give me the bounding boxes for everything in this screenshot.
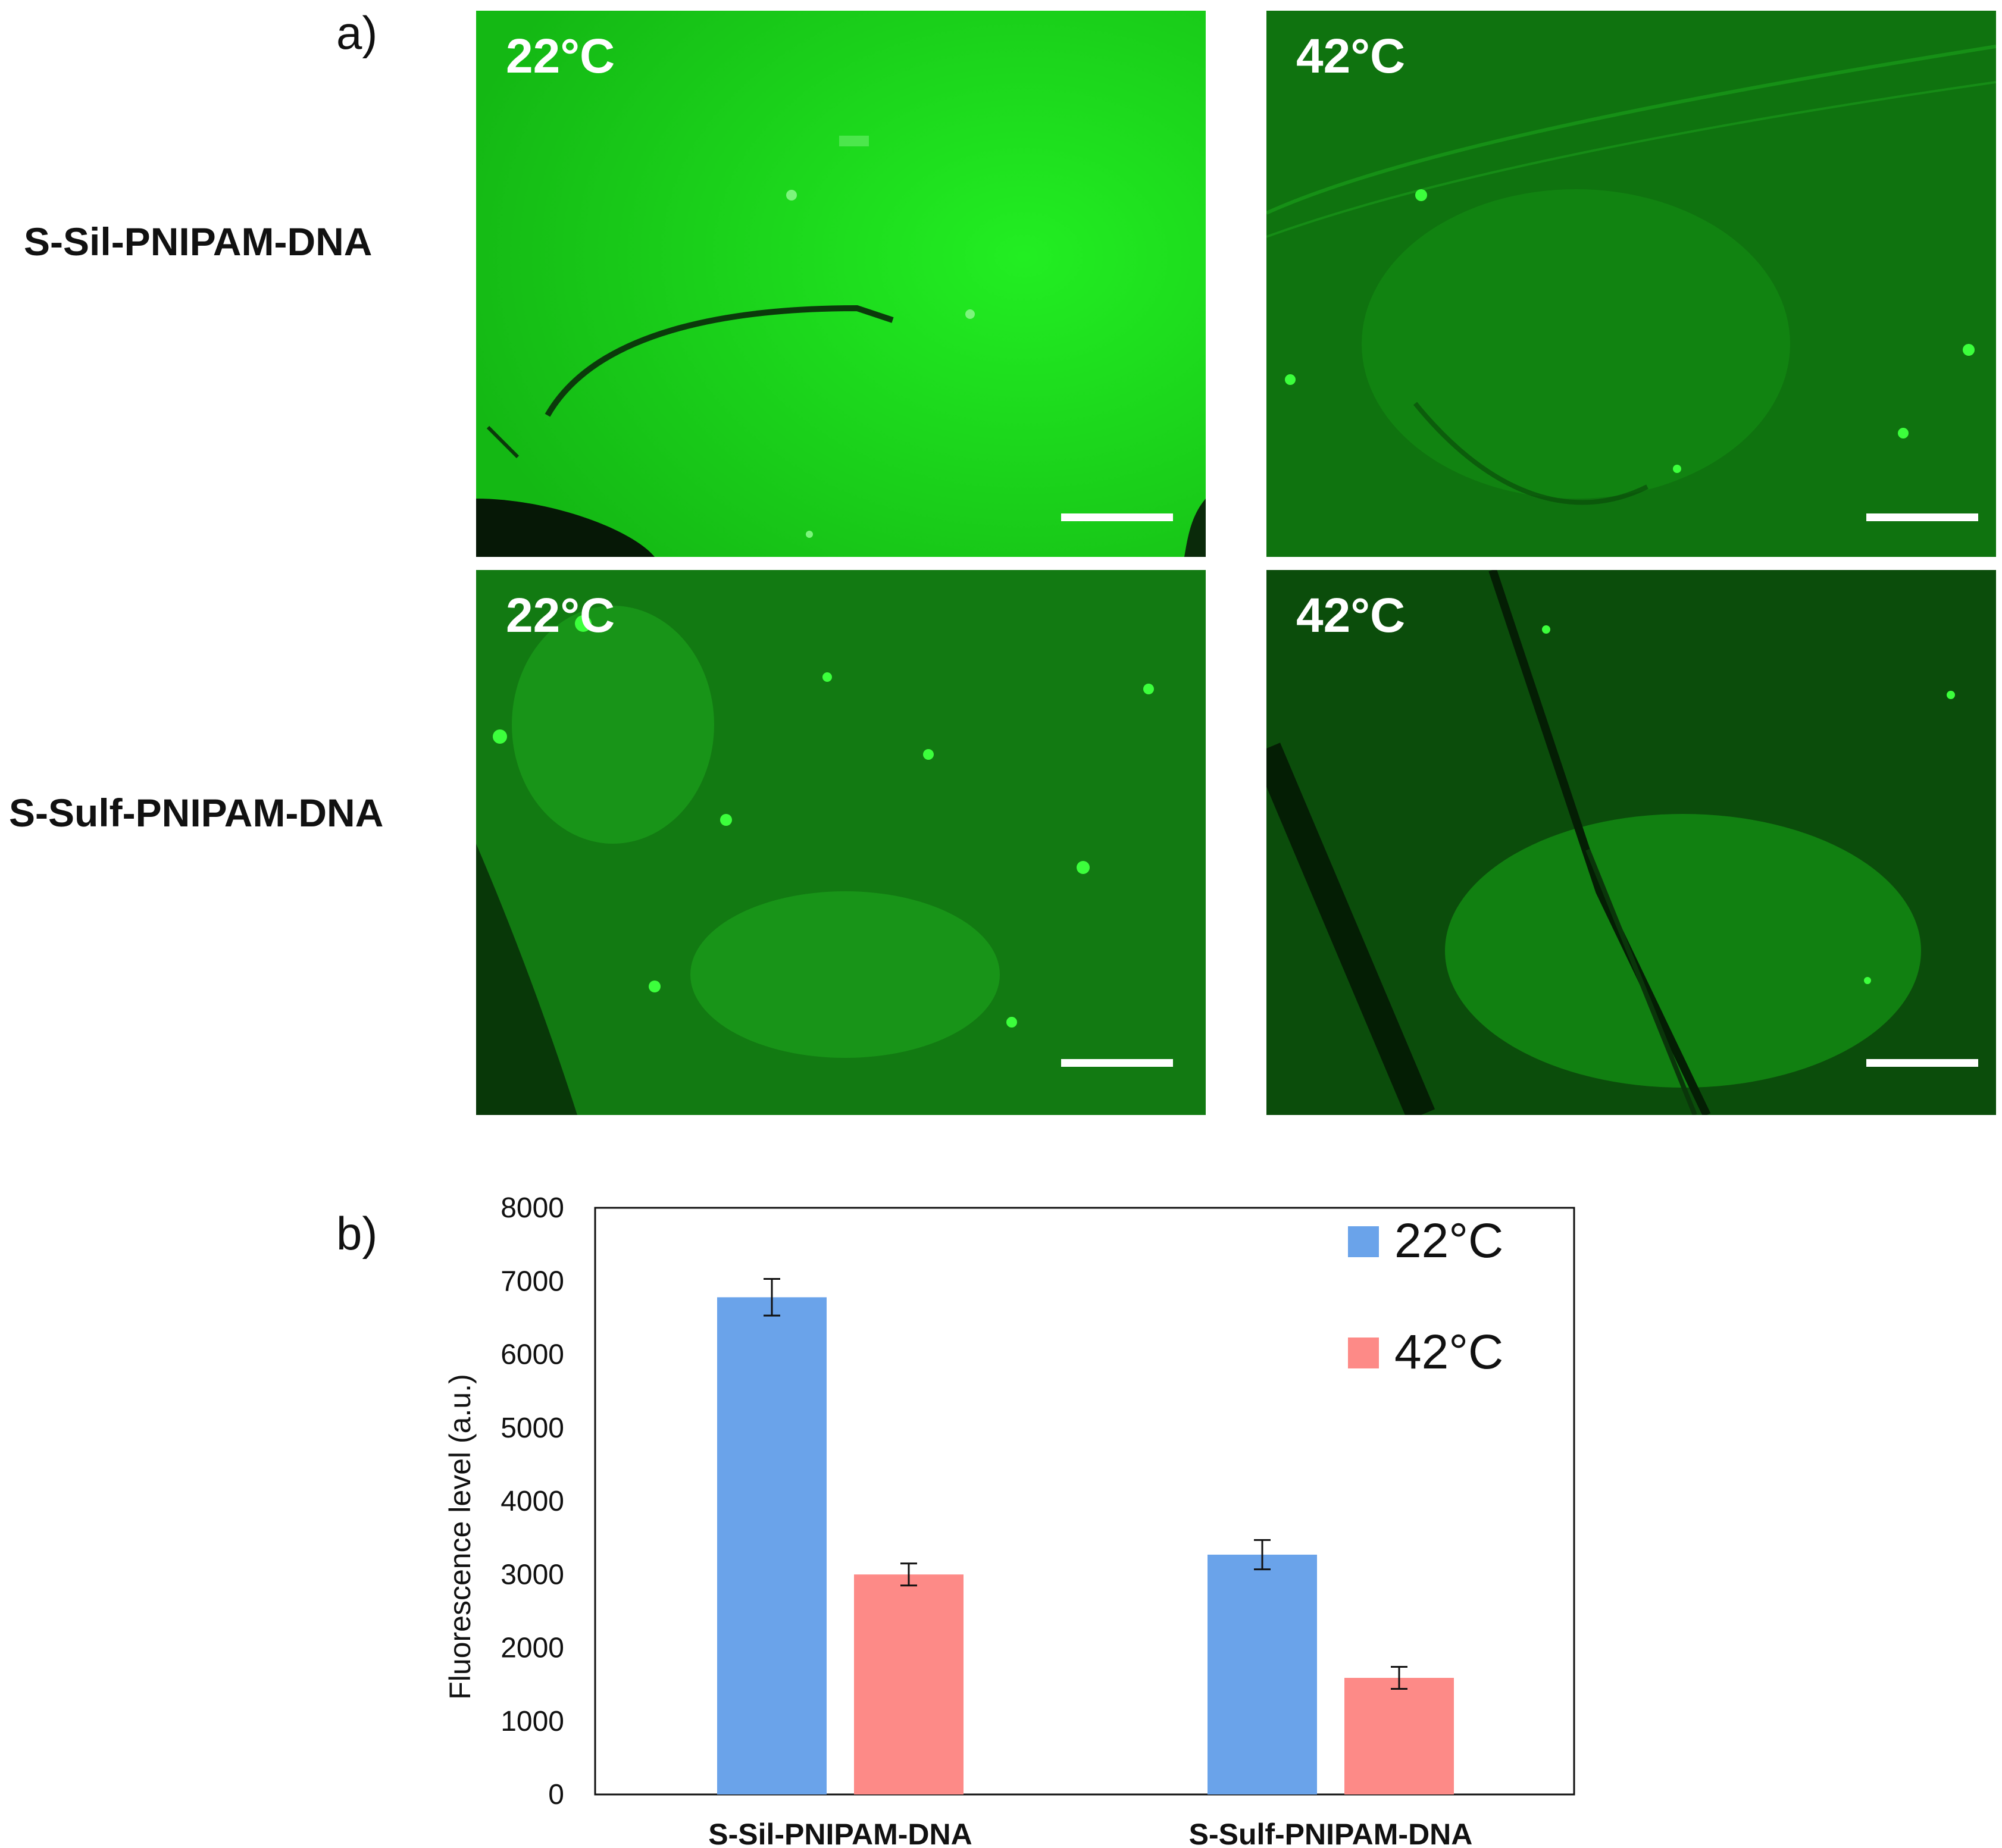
y-tick-label: 4000 (500, 1486, 564, 1517)
legend-label: 42°C (1394, 1325, 1503, 1379)
scale-bar (1866, 1059, 1978, 1067)
scale-bar (1866, 513, 1978, 521)
y-tick-label: 1000 (500, 1706, 564, 1737)
bar (854, 1574, 964, 1794)
y-tick-label: 2000 (500, 1633, 564, 1664)
y-tick-label: 0 (548, 1779, 564, 1811)
y-axis-title: Fluorescence level (a.u.) (443, 1374, 477, 1699)
x-category-label: S-Sil-PNIPAM-DNA (708, 1818, 972, 1848)
legend-label: 22°C (1394, 1214, 1503, 1268)
bar (1344, 1678, 1454, 1794)
bar (717, 1297, 827, 1794)
row-label-s-sil: S-Sil-PNIPAM-DNA (24, 220, 373, 264)
temperature-label: 42°C (1296, 588, 1406, 643)
temperature-label: 22°C (506, 588, 615, 643)
y-tick-label: 8000 (500, 1192, 564, 1224)
y-tick-label: 7000 (500, 1266, 564, 1297)
y-tick-label: 5000 (500, 1412, 564, 1444)
legend-swatch (1348, 1226, 1379, 1257)
legend-swatch (1348, 1338, 1379, 1368)
micrograph-s-sulf-42c: 42°C (1266, 570, 1996, 1115)
micrograph-s-sil-42c: 42°C (1266, 11, 1996, 557)
row-label-s-sulf: S-Sulf-PNIPAM-DNA (9, 791, 384, 835)
y-tick-label: 6000 (500, 1339, 564, 1371)
plot-frame (594, 1207, 1575, 1796)
x-category-label: S-Sulf-PNIPAM-DNA (1189, 1818, 1473, 1848)
panel-a-letter: a) (336, 7, 378, 59)
temperature-label: 22°C (506, 29, 615, 83)
panel-b-letter: b) (336, 1207, 378, 1260)
micrograph-s-sulf-22c: 22°C (476, 570, 1206, 1115)
micrograph-s-sil-22c: 22°C (476, 11, 1206, 557)
scale-bar (1061, 1059, 1173, 1067)
y-tick-label: 3000 (500, 1559, 564, 1590)
scale-bar (1061, 513, 1173, 521)
temperature-label: 42°C (1296, 29, 1406, 83)
bar (1208, 1554, 1317, 1794)
